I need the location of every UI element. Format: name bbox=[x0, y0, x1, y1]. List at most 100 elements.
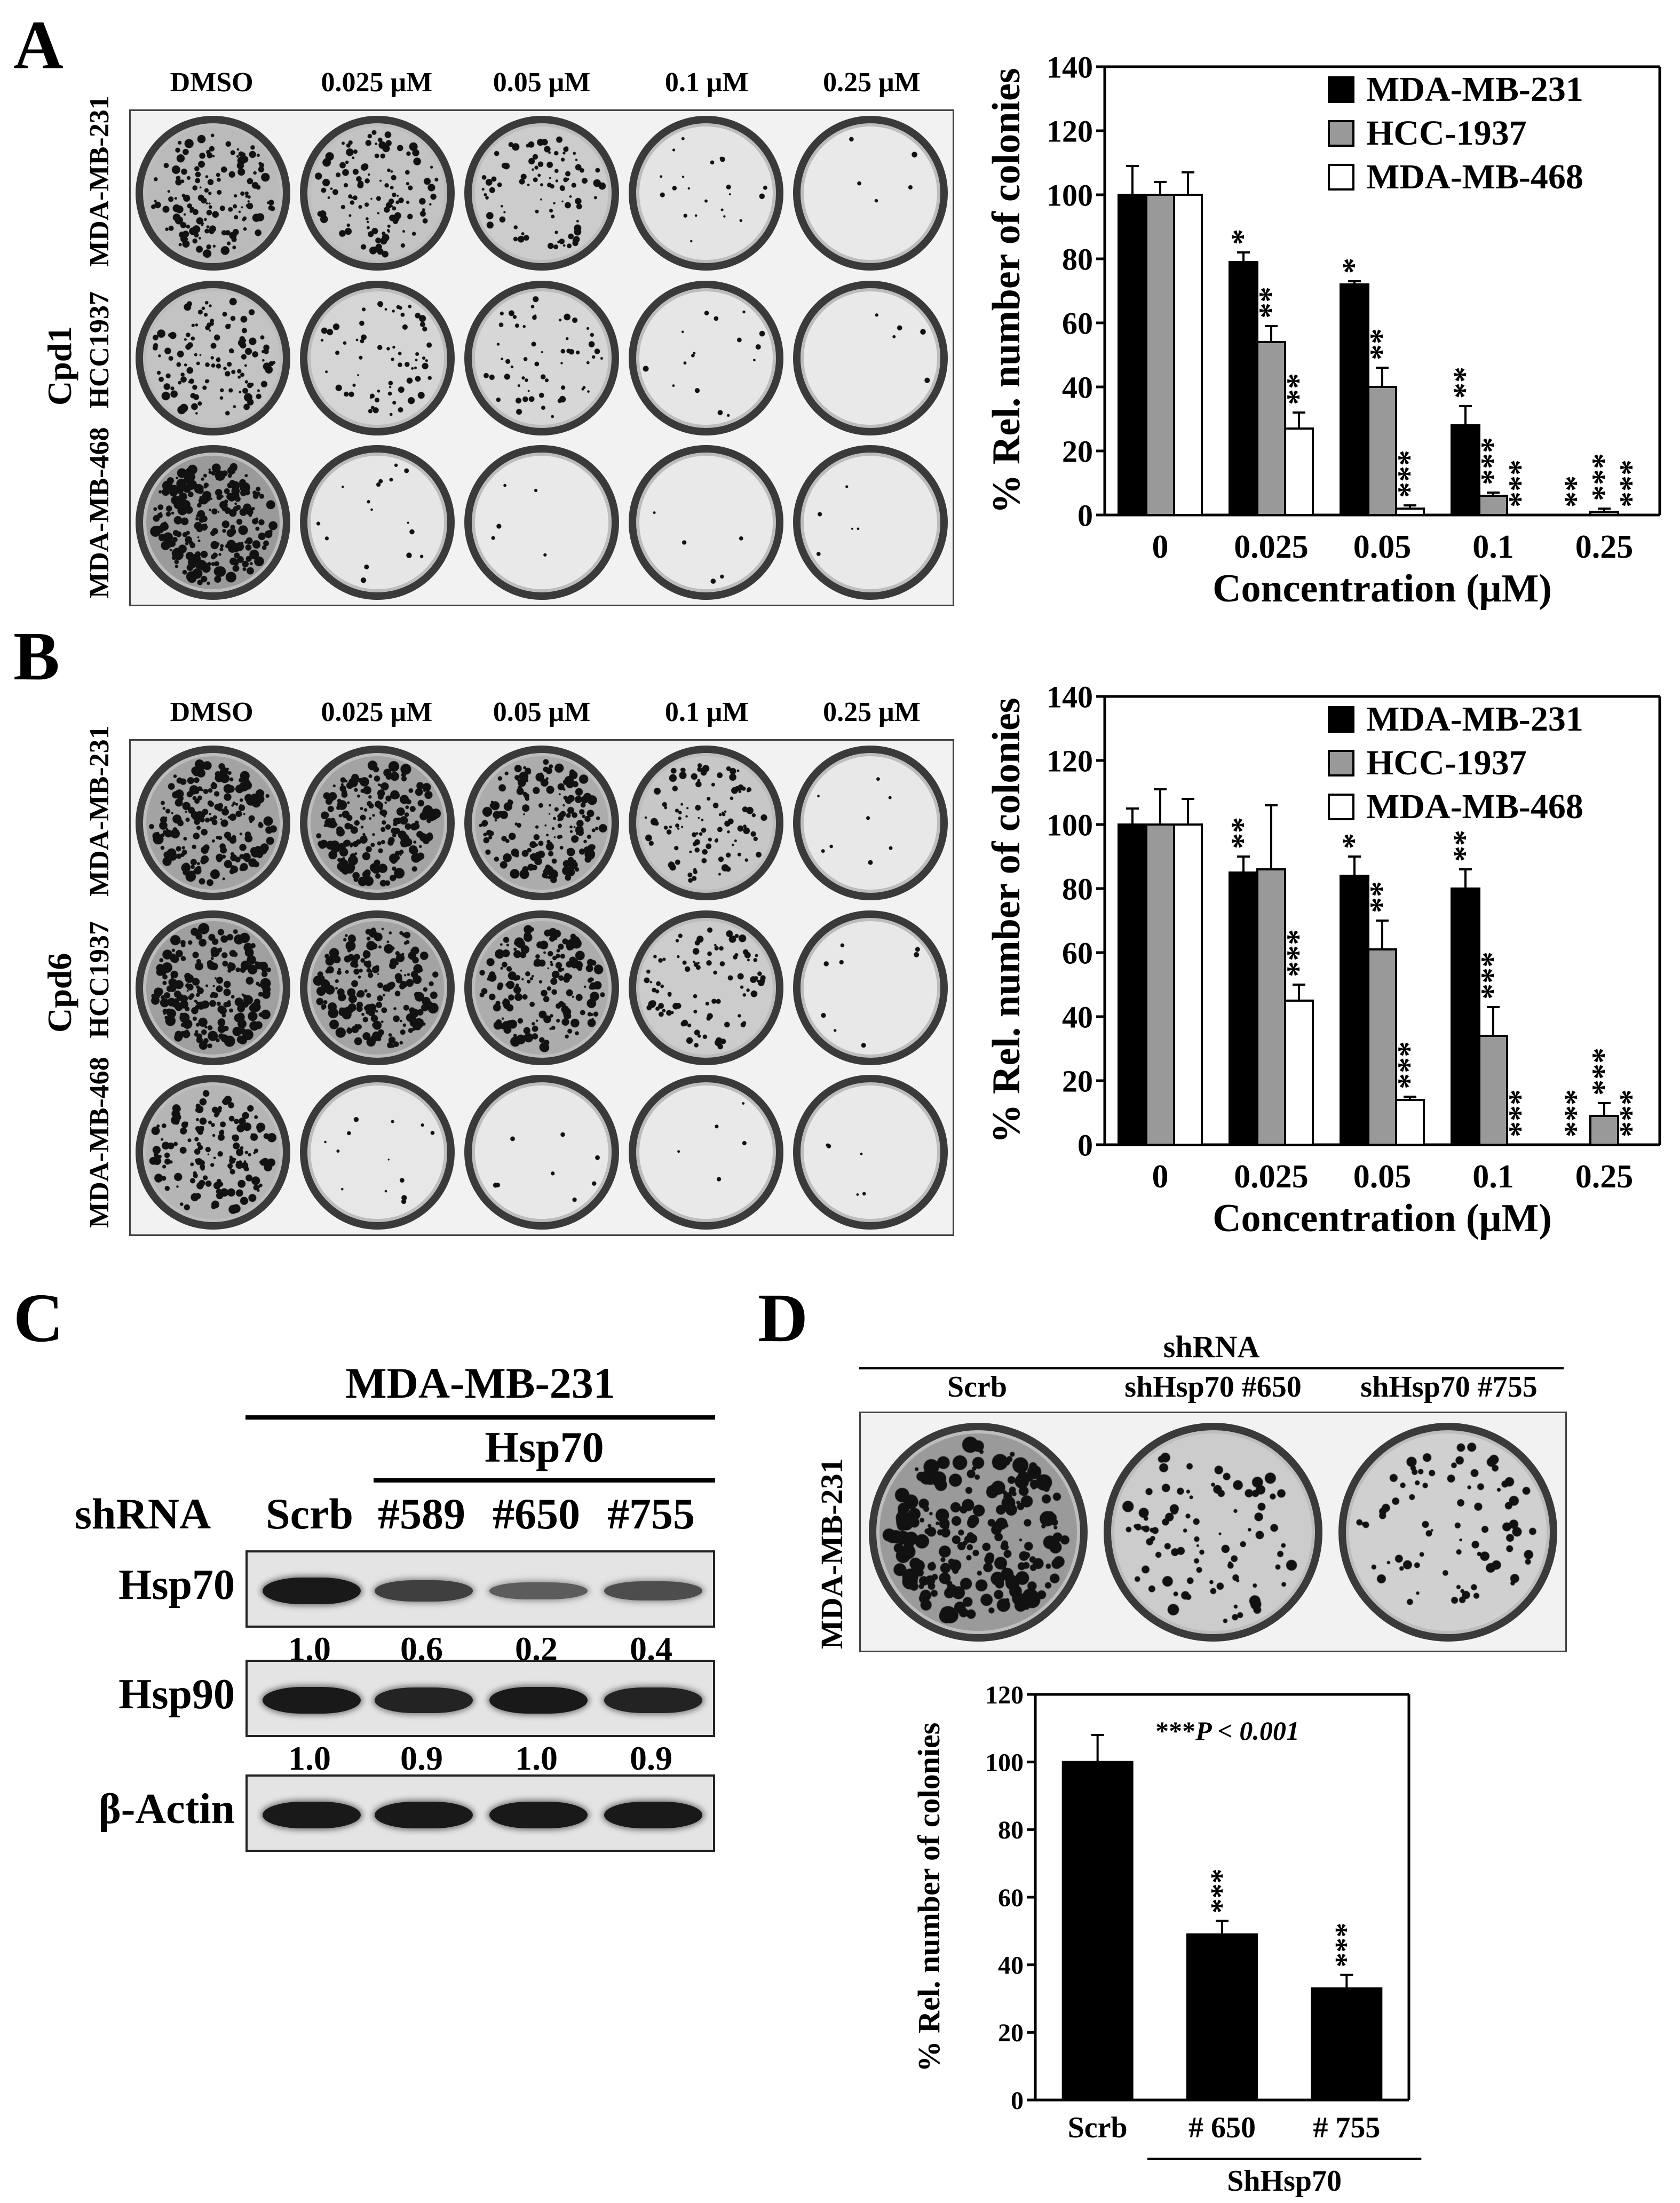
colony-well bbox=[464, 746, 619, 901]
significance-stars: ** bbox=[1364, 881, 1399, 913]
y-tick-label: 20 bbox=[1062, 434, 1093, 469]
panel-c-row-header: shRNA bbox=[75, 1489, 211, 1538]
stat-note: ***P < 0.001 bbox=[1155, 1716, 1299, 1746]
panel-c-group-rule bbox=[374, 1478, 715, 1483]
y-tick-label: 40 bbox=[1062, 370, 1093, 405]
y-tick-label: 60 bbox=[1062, 936, 1093, 970]
significance-stars: *** bbox=[1205, 1868, 1238, 1913]
y-tick-label: 20 bbox=[998, 2019, 1024, 2047]
legend-swatch bbox=[1328, 120, 1354, 147]
x-tick-label: 0.25 bbox=[1575, 1159, 1634, 1195]
significance-stars: ** bbox=[1558, 476, 1593, 508]
significance-stars: ** bbox=[1253, 287, 1288, 319]
band-quantification: 0.9 bbox=[400, 1739, 443, 1777]
row-label: HCC1937 bbox=[84, 921, 115, 1039]
colony-well bbox=[464, 116, 619, 271]
bar bbox=[1589, 511, 1619, 516]
colony-well bbox=[300, 116, 455, 271]
bar bbox=[1284, 1000, 1314, 1146]
column-header: shHsp70 #755 bbox=[1360, 1370, 1538, 1404]
panel-a-bar-chart: 0 20 40 60 80 100 120 140 % Rel. number of colon… bbox=[985, 50, 1661, 611]
bar bbox=[1367, 386, 1397, 516]
colony-well bbox=[300, 1074, 455, 1230]
row-label: MDA-MB-231 bbox=[84, 96, 115, 267]
panel-d-header-rule bbox=[859, 1367, 1564, 1369]
significance-stars: *** bbox=[1613, 459, 1649, 508]
blot-band bbox=[263, 1802, 361, 1828]
significance-stars: *** bbox=[1613, 1089, 1649, 1137]
bar bbox=[1284, 427, 1314, 516]
group-label: ShHsp70 bbox=[1227, 2165, 1342, 2198]
x-tick-label: Scrb bbox=[1068, 2111, 1128, 2144]
column-header: DMSO bbox=[170, 697, 253, 727]
blot-label: Hsp90 bbox=[118, 1671, 235, 1718]
significance-stars: *** bbox=[1586, 1048, 1621, 1096]
legend-label: MDA-MB-231 bbox=[1366, 700, 1583, 739]
blot-band bbox=[489, 1582, 588, 1599]
y-tick-label: 80 bbox=[1062, 871, 1093, 906]
bar bbox=[1478, 1035, 1508, 1146]
bar bbox=[1118, 823, 1147, 1146]
colony-well bbox=[136, 1074, 290, 1230]
blot-band bbox=[263, 1687, 361, 1714]
column-header: 0.025 μM bbox=[321, 67, 433, 98]
bar bbox=[1118, 194, 1147, 516]
bar bbox=[1478, 495, 1508, 516]
y-tick-label: 100 bbox=[1047, 807, 1093, 842]
column-header: 0.05 μM bbox=[493, 697, 591, 727]
y-axis-label: % Rel. number of colonies bbox=[985, 698, 1028, 1143]
panel-a-compound-label: Cpd1 bbox=[41, 326, 78, 406]
column-header: Scrb bbox=[947, 1370, 1007, 1404]
legend-swatch bbox=[1328, 706, 1354, 733]
blot-band bbox=[375, 1580, 473, 1602]
column-header: 0.025 μM bbox=[321, 697, 433, 727]
y-tick-label: 80 bbox=[998, 1816, 1024, 1844]
panel-b-colony-plate-image bbox=[129, 739, 954, 1236]
panel-d-colony-plate-image bbox=[859, 1412, 1567, 1652]
colony-well bbox=[793, 280, 948, 435]
bar bbox=[1451, 887, 1480, 1146]
bar bbox=[1311, 1987, 1383, 2101]
colony-well bbox=[793, 445, 948, 600]
x-tick-label: 0.025 bbox=[1234, 529, 1309, 565]
panel-b-bar-chart: 0 20 40 60 80 100 120 140 % Rel. number of colon… bbox=[985, 679, 1661, 1240]
colony-well bbox=[136, 445, 290, 600]
y-tick-label: 60 bbox=[1062, 306, 1093, 340]
significance-stars: *** bbox=[1475, 437, 1510, 485]
y-tick-label: 40 bbox=[1062, 1000, 1093, 1034]
y-tick-label: 140 bbox=[1047, 50, 1093, 84]
y-axis-label: % Rel. number of colonies bbox=[985, 68, 1028, 513]
blot-band bbox=[489, 1802, 588, 1828]
y-tick-label: 100 bbox=[1047, 178, 1093, 212]
band-quantification: 0.9 bbox=[630, 1739, 672, 1777]
bar bbox=[1451, 424, 1480, 516]
panel-c-group-label: Hsp70 bbox=[485, 1423, 604, 1471]
colony-well bbox=[793, 116, 948, 271]
x-axis-label: Concentration (μM) bbox=[1213, 567, 1552, 611]
y-tick-label: 40 bbox=[998, 1951, 1024, 1979]
row-label: MDA-MB-231 bbox=[84, 725, 115, 897]
bar bbox=[1340, 283, 1369, 516]
row-label: MDA-MB-468 bbox=[84, 427, 115, 598]
colony-well bbox=[629, 746, 783, 901]
y-tick-label: 140 bbox=[1047, 679, 1093, 714]
colony-well bbox=[464, 445, 619, 600]
significance-stars: *** bbox=[1280, 929, 1316, 977]
colony-well bbox=[136, 746, 290, 901]
panel-d-row-label: MDA-MB-231 bbox=[814, 1458, 849, 1649]
legend-swatch bbox=[1328, 794, 1354, 820]
panel-a-label: A bbox=[13, 7, 64, 84]
y-tick-label: 120 bbox=[1047, 114, 1093, 148]
panel-c-cell-line: MDA-MB-231 bbox=[345, 1359, 615, 1407]
colony-well bbox=[300, 746, 455, 901]
panel-c-label: C bbox=[13, 1280, 64, 1357]
colony-well bbox=[464, 910, 619, 1065]
legend-label: MDA-MB-468 bbox=[1366, 787, 1583, 826]
colony-well bbox=[629, 280, 783, 435]
colony-well bbox=[464, 280, 619, 435]
significance-stars: ** bbox=[1447, 367, 1482, 399]
x-tick-label: 0.25 bbox=[1575, 529, 1634, 565]
blot-band bbox=[263, 1578, 361, 1604]
band-quantification: 1.0 bbox=[288, 1739, 331, 1777]
colony-well bbox=[300, 910, 455, 1065]
